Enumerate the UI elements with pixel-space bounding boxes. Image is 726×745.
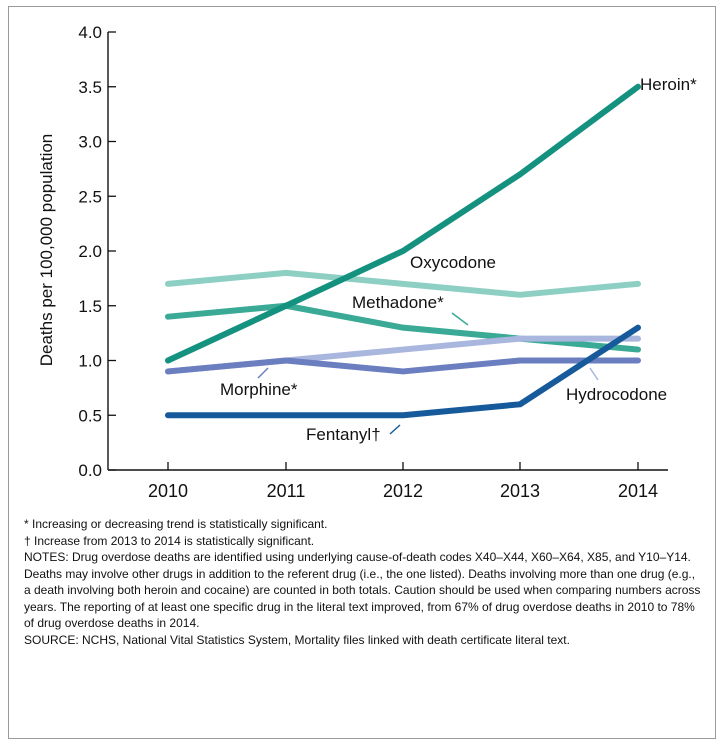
leader-line-fentanyl bbox=[389, 424, 401, 435]
y-tick-label: 3.5 bbox=[78, 78, 102, 97]
series-label-heroin: Heroin* bbox=[640, 75, 697, 94]
y-tick-label: 0.5 bbox=[78, 406, 102, 425]
y-tick-label: 0.0 bbox=[78, 461, 102, 480]
chart-notes: * Increasing or decreasing trend is stat… bbox=[24, 516, 704, 648]
y-axis-label: Deaths per 100,000 population bbox=[37, 134, 56, 367]
note-source: SOURCE: NCHS, National Vital Statistics … bbox=[24, 632, 570, 647]
leader-line-morphine bbox=[257, 367, 269, 379]
series-line-morphine bbox=[165, 357, 641, 375]
chart-axes: 0.0 0.5 1.0 1.5 2.0 2.5 3.0 3.5 4.0 2010 2011 2012 2… bbox=[78, 23, 668, 501]
y-tick-label: 4.0 bbox=[78, 23, 102, 42]
y-tick-label: 2.0 bbox=[78, 242, 102, 261]
series-label-hydrocodone: Hydrocodone bbox=[566, 385, 667, 404]
y-tick-label: 1.5 bbox=[78, 297, 102, 316]
y-tick-label: 3.0 bbox=[78, 133, 102, 152]
x-tick-label: 2010 bbox=[148, 481, 188, 501]
series-line-oxycodone bbox=[165, 269, 641, 298]
series-label-methadone: Methadone* bbox=[352, 293, 444, 312]
y-tick-label: 1.0 bbox=[78, 352, 102, 371]
series-line-methadone bbox=[165, 302, 641, 353]
x-tick-label: 2013 bbox=[500, 481, 540, 501]
series-label-fentanyl: Fentanyl† bbox=[306, 425, 381, 444]
x-tick-label: 2012 bbox=[383, 481, 423, 501]
note-methods: NOTES: Drug overdose deaths are identifi… bbox=[24, 550, 701, 630]
series-label-morphine: Morphine* bbox=[220, 380, 298, 399]
note-significance: * Increasing or decreasing trend is stat… bbox=[24, 517, 328, 531]
note-increase: † Increase from 2013 to 2014 is statisti… bbox=[24, 533, 315, 548]
leader-line-hydrocodone bbox=[589, 367, 599, 381]
series-lines bbox=[165, 83, 641, 419]
x-tick-label: 2011 bbox=[267, 481, 306, 501]
x-tick-label: 2014 bbox=[618, 481, 658, 501]
leader-line-methadone bbox=[451, 312, 469, 326]
line-chart: 0.0 0.5 1.0 1.5 2.0 2.5 3.0 3.5 4.0 2010 2011 2012 2… bbox=[37, 23, 697, 501]
series-line-heroin bbox=[165, 83, 641, 364]
figure-frame bbox=[8, 6, 716, 739]
series-line-fentanyl bbox=[165, 324, 641, 419]
series-label-oxycodone: Oxycodone bbox=[410, 253, 496, 272]
series-labels: Oxycodone Methadone* Hydrocodone Morphine* F… bbox=[220, 75, 697, 444]
y-tick-label: 2.5 bbox=[78, 187, 102, 206]
